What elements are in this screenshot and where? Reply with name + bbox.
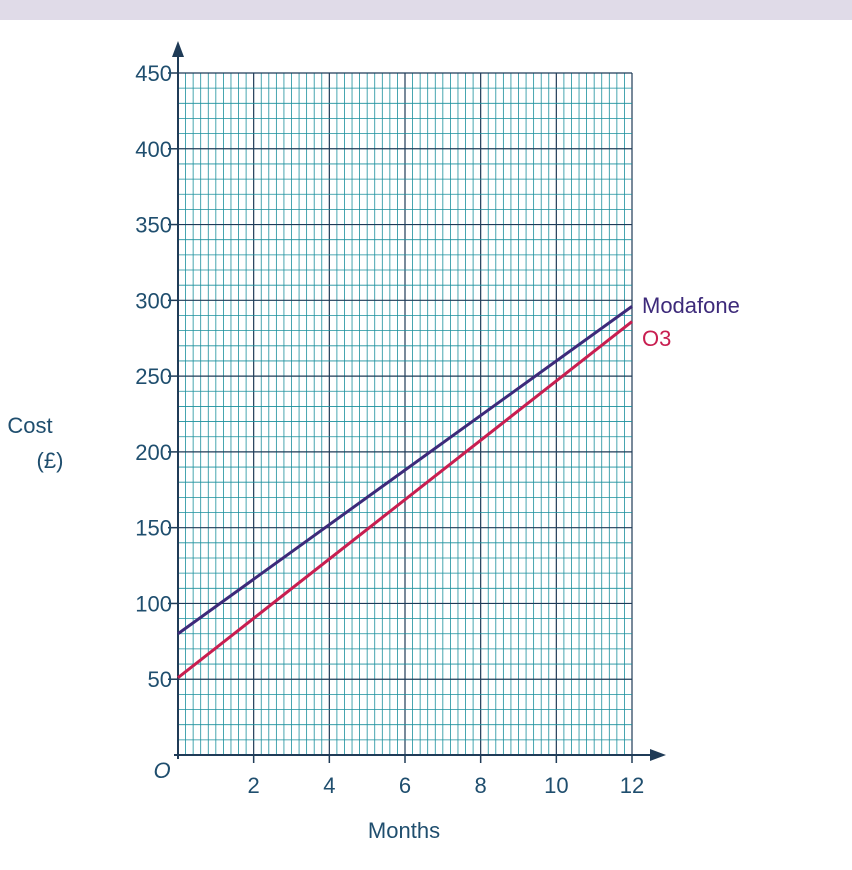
- x-tick-label: 12: [620, 773, 644, 798]
- x-tick-label: 10: [544, 773, 568, 798]
- chart-grid: [177, 72, 633, 756]
- tick-labels: 50 100 150 200 250 300 350 400 450 2 4 6 8 10 12: [135, 61, 644, 798]
- x-tick-label: 4: [323, 773, 335, 798]
- x-tick-label: 6: [399, 773, 411, 798]
- y-tick-label: 400: [135, 137, 172, 162]
- series-line-o3: [177, 320, 633, 679]
- y-axis-arrow: [172, 41, 184, 57]
- y-tick-label: 300: [135, 288, 172, 313]
- legend-label-modafone: Modafone: [642, 293, 740, 318]
- header-band: [0, 0, 852, 20]
- y-axis-label-line2: (£): [37, 448, 64, 473]
- x-tick-label: 2: [248, 773, 260, 798]
- x-axis-arrow: [650, 749, 666, 761]
- series-lines: Modafone O3: [177, 293, 740, 679]
- chart-axes: [172, 41, 666, 761]
- chart-labels: O Months Cost (£): [7, 413, 440, 843]
- y-tick-label: 50: [148, 667, 172, 692]
- y-tick-label: 100: [135, 591, 172, 616]
- x-tick-label: 8: [475, 773, 487, 798]
- y-tick-label: 150: [135, 516, 172, 541]
- y-axis-label-line1: Cost: [7, 413, 52, 438]
- x-axis-label: Months: [368, 818, 440, 843]
- y-tick-label: 200: [135, 440, 172, 465]
- legend-label-o3: O3: [642, 326, 671, 351]
- series-line-modafone: [177, 305, 633, 635]
- y-tick-label: 450: [135, 61, 172, 86]
- origin-label: O: [153, 758, 170, 783]
- y-tick-label: 250: [135, 364, 172, 389]
- y-tick-label: 350: [135, 213, 172, 238]
